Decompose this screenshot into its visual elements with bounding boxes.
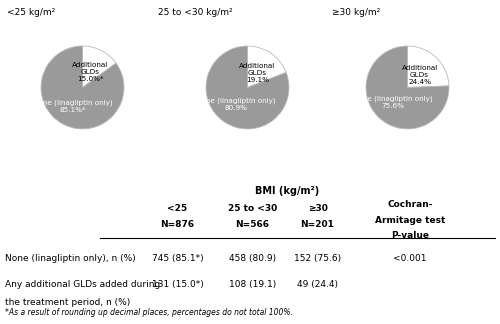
Text: N=566: N=566 [236, 220, 270, 229]
Text: Additional
GLDs
24.4%: Additional GLDs 24.4% [402, 65, 438, 85]
Text: 131 (15.0*): 131 (15.0*) [152, 280, 204, 289]
Wedge shape [408, 46, 449, 87]
Text: N=201: N=201 [300, 220, 334, 229]
Text: 152 (75.6): 152 (75.6) [294, 254, 341, 263]
Text: Any additional GLDs added during: Any additional GLDs added during [5, 280, 160, 289]
Wedge shape [248, 46, 286, 87]
Text: Armitage test: Armitage test [375, 216, 445, 225]
Text: 49 (24.4): 49 (24.4) [297, 280, 338, 289]
Text: 108 (19.1): 108 (19.1) [229, 280, 276, 289]
Text: 25 to <30 kg/m²: 25 to <30 kg/m² [158, 8, 233, 17]
Wedge shape [366, 46, 449, 129]
Text: 458 (80.9): 458 (80.9) [229, 254, 276, 263]
Text: Additional
GLDs
19.1%: Additional GLDs 19.1% [239, 63, 276, 83]
Text: <25 kg/m²: <25 kg/m² [6, 8, 55, 17]
Text: the treatment period, n (%): the treatment period, n (%) [5, 298, 130, 307]
Text: <0.001: <0.001 [393, 254, 427, 263]
Wedge shape [206, 46, 289, 129]
Text: BMI (kg/m²): BMI (kg/m²) [256, 186, 320, 196]
Wedge shape [82, 46, 116, 87]
Text: Additional
GLDs
15.0%*: Additional GLDs 15.0%* [72, 62, 108, 82]
Text: 745 (85.1*): 745 (85.1*) [152, 254, 204, 263]
Text: 25 to <30: 25 to <30 [228, 204, 277, 213]
Text: <25: <25 [168, 204, 188, 213]
Text: ≥30: ≥30 [308, 204, 328, 213]
Text: P-value: P-value [391, 231, 429, 240]
Text: Cochran-: Cochran- [387, 200, 433, 209]
Text: *As a result of rounding up decimal places, percentages do not total 100%.: *As a result of rounding up decimal plac… [5, 308, 293, 317]
Text: N=876: N=876 [160, 220, 194, 229]
Wedge shape [41, 46, 124, 129]
Text: None (linagliptin only)
85.1%*: None (linagliptin only) 85.1%* [33, 99, 113, 113]
Text: None (linagliptin only)
80.9%: None (linagliptin only) 80.9% [196, 98, 276, 111]
Text: None (linagliptin only)
75.6%: None (linagliptin only) 75.6% [354, 96, 433, 109]
Text: None (linagliptin only), n (%): None (linagliptin only), n (%) [5, 254, 136, 263]
Text: ≥30 kg/m²: ≥30 kg/m² [332, 8, 380, 17]
